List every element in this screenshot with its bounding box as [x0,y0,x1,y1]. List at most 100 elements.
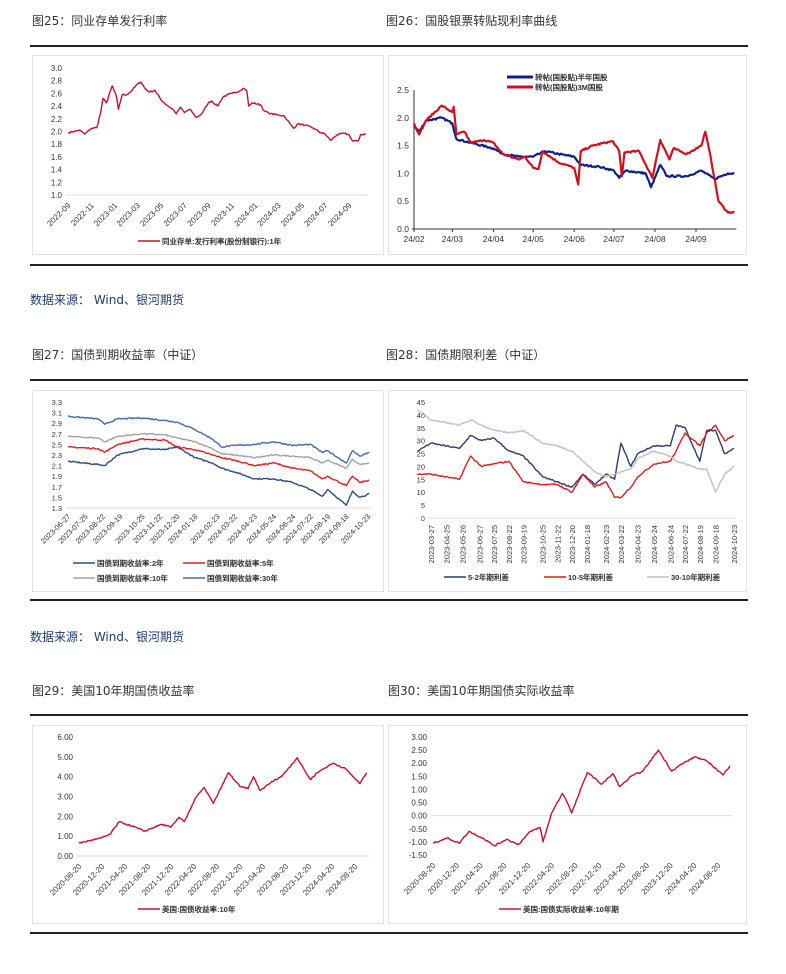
x-tick-label: 24/03 [442,234,464,244]
x-tick-label: 2024-09-18 [712,525,721,563]
series-line [67,81,366,142]
y-tick-label: 1.7 [52,483,62,492]
y-tick-label: 1.4 [51,166,63,175]
y-tick-label: 1.0 [51,191,63,200]
y-tick-label: 1.5 [52,493,62,502]
x-tick-label: 2024-07 [302,201,330,229]
series-line [78,757,368,844]
y-tick-label: 25 [417,450,425,459]
x-tick-label: 2024-02-23 [602,525,611,563]
y-tick-label: 0.5 [397,196,409,206]
y-tick-label: 3.0 [51,64,63,73]
series-line [67,446,370,506]
y-tick-label: 2.50 [411,746,427,755]
divider [30,714,748,716]
chart-27: 1.3 1.5 1.7 1.9 2.1 2.3 2.5 2.7 2.9 3.1 3.3 2023-06… [32,390,384,592]
x-tick-label: 2023-03-27 [427,525,436,563]
y-tick-label: 3.00 [411,733,427,742]
y-tick-label: 2.9 [52,419,62,428]
legend-label: 30-10年期利差 [671,572,721,582]
y-tick-label: 35 [417,424,425,433]
y-tick-label: 2.3 [52,451,62,460]
y-tick-label: 2.5 [52,440,62,449]
series-line [413,116,735,189]
legend-label: 国债到期收益率:5年 [207,558,274,568]
x-tick-label: 24/04 [483,234,505,244]
y-tick-label: -0.50 [409,825,428,834]
data-source: 数据来源： Wind、银河期货 [30,293,184,307]
divider [30,45,748,47]
chart-29: 0.00 1.00 2.00 3.00 4.00 5.00 6.00 2020-08-20 20… [32,725,384,924]
divider [30,599,748,601]
divider [30,379,748,381]
y-tick-label: 1.00 [411,785,427,794]
x-tick-label: 2023-09 [186,201,214,229]
x-tick-label: 24/07 [603,234,625,244]
y-tick-label: 2.00 [411,759,427,768]
legend-label: 美国:国债实际收益率:10年期 [523,904,619,914]
y-tick-label: 2.00 [57,812,73,821]
legend-label: 10-5年期利差 [568,572,614,582]
y-tick-label: 1.2 [51,178,63,187]
x-tick-label: 2023-08-22 [505,525,514,563]
x-tick-label: 2023-03 [115,201,143,229]
y-tick-label: 1.6 [51,153,63,162]
y-tick-label: 1.9 [52,472,62,481]
series-line [432,749,731,847]
x-tick-label: 24/02 [403,234,425,244]
y-tick-label: 1.0 [397,168,409,178]
y-tick-label: 30 [417,437,425,446]
x-tick-label: 24/05 [523,234,545,244]
legend-label: 国债到期收益率:10年 [97,573,168,583]
y-tick-label: 1.3 [52,504,62,513]
y-tick-label: 15 [417,475,425,484]
y-tick-label: 45 [417,398,425,407]
x-tick-label: 2023-07-25 [490,525,499,563]
figure-26-title: 图26：国股银票转贴现利率曲线 [386,14,558,28]
x-tick-label: 2023-09-19 [520,525,529,563]
y-tick-label: 2.5 [397,85,409,95]
y-tick-label: 3.3 [52,398,62,407]
divider [30,932,748,934]
x-tick-label: 2023-01 [92,201,120,229]
legend-label: 美国:国债收益率:10年 [162,904,236,914]
y-tick-label: 6.00 [57,733,73,742]
x-tick-label: 2023-05-26 [459,525,468,563]
y-tick-label: 2.1 [52,462,62,471]
y-tick-label: 0.0 [397,224,409,234]
x-tick-label: 2024-10-23 [730,525,739,563]
y-tick-label: 3.00 [57,793,73,802]
y-tick-label: 1.5 [397,141,409,151]
y-tick-label: -1.00 [409,838,428,847]
y-tick-label: -1.50 [409,851,428,860]
data-source: 数据来源： Wind、银河期货 [30,630,184,644]
y-tick-label: 5.00 [57,753,73,762]
y-tick-label: 10 [417,488,425,497]
x-tick-label: 2024-09 [326,201,354,229]
divider [30,264,748,266]
x-tick-label: 2024-01 [232,201,260,229]
x-tick-label: 2023-11-22 [553,525,562,563]
x-tick-label: 2023-11 [209,201,236,228]
y-tick-label: 1.00 [57,832,73,841]
y-tick-label: 3.1 [52,409,62,418]
y-tick-label: 0.50 [411,799,427,808]
series-line [417,424,735,488]
x-tick-label: 2023-04-25 [442,525,451,563]
x-tick-label: 2024-04-23 [634,525,643,563]
legend-label: 国债到期收益率:30年 [207,573,278,583]
x-tick-label: 2023-05 [138,201,166,229]
y-tick-label: 2.0 [397,113,409,123]
y-tick-label: 20 [417,462,425,471]
x-tick-label: 2023-12-20 [568,525,577,563]
x-tick-label: 2024-05-24 [650,525,659,563]
legend-label: 转帖(国股贴)3M国股 [535,82,603,92]
x-tick-label: 2023-10-25 [539,525,548,563]
x-tick-label: 2024-07-22 [681,525,690,563]
y-tick-label: 2.8 [51,77,63,86]
x-tick-label: 24/09 [685,234,707,244]
series-line [412,104,735,215]
x-tick-label: 2024-03-22 [617,525,626,563]
figure-25-title: 图25：同业存单发行利率 [32,14,168,28]
legend-label: 5-2年期利差 [468,572,509,582]
